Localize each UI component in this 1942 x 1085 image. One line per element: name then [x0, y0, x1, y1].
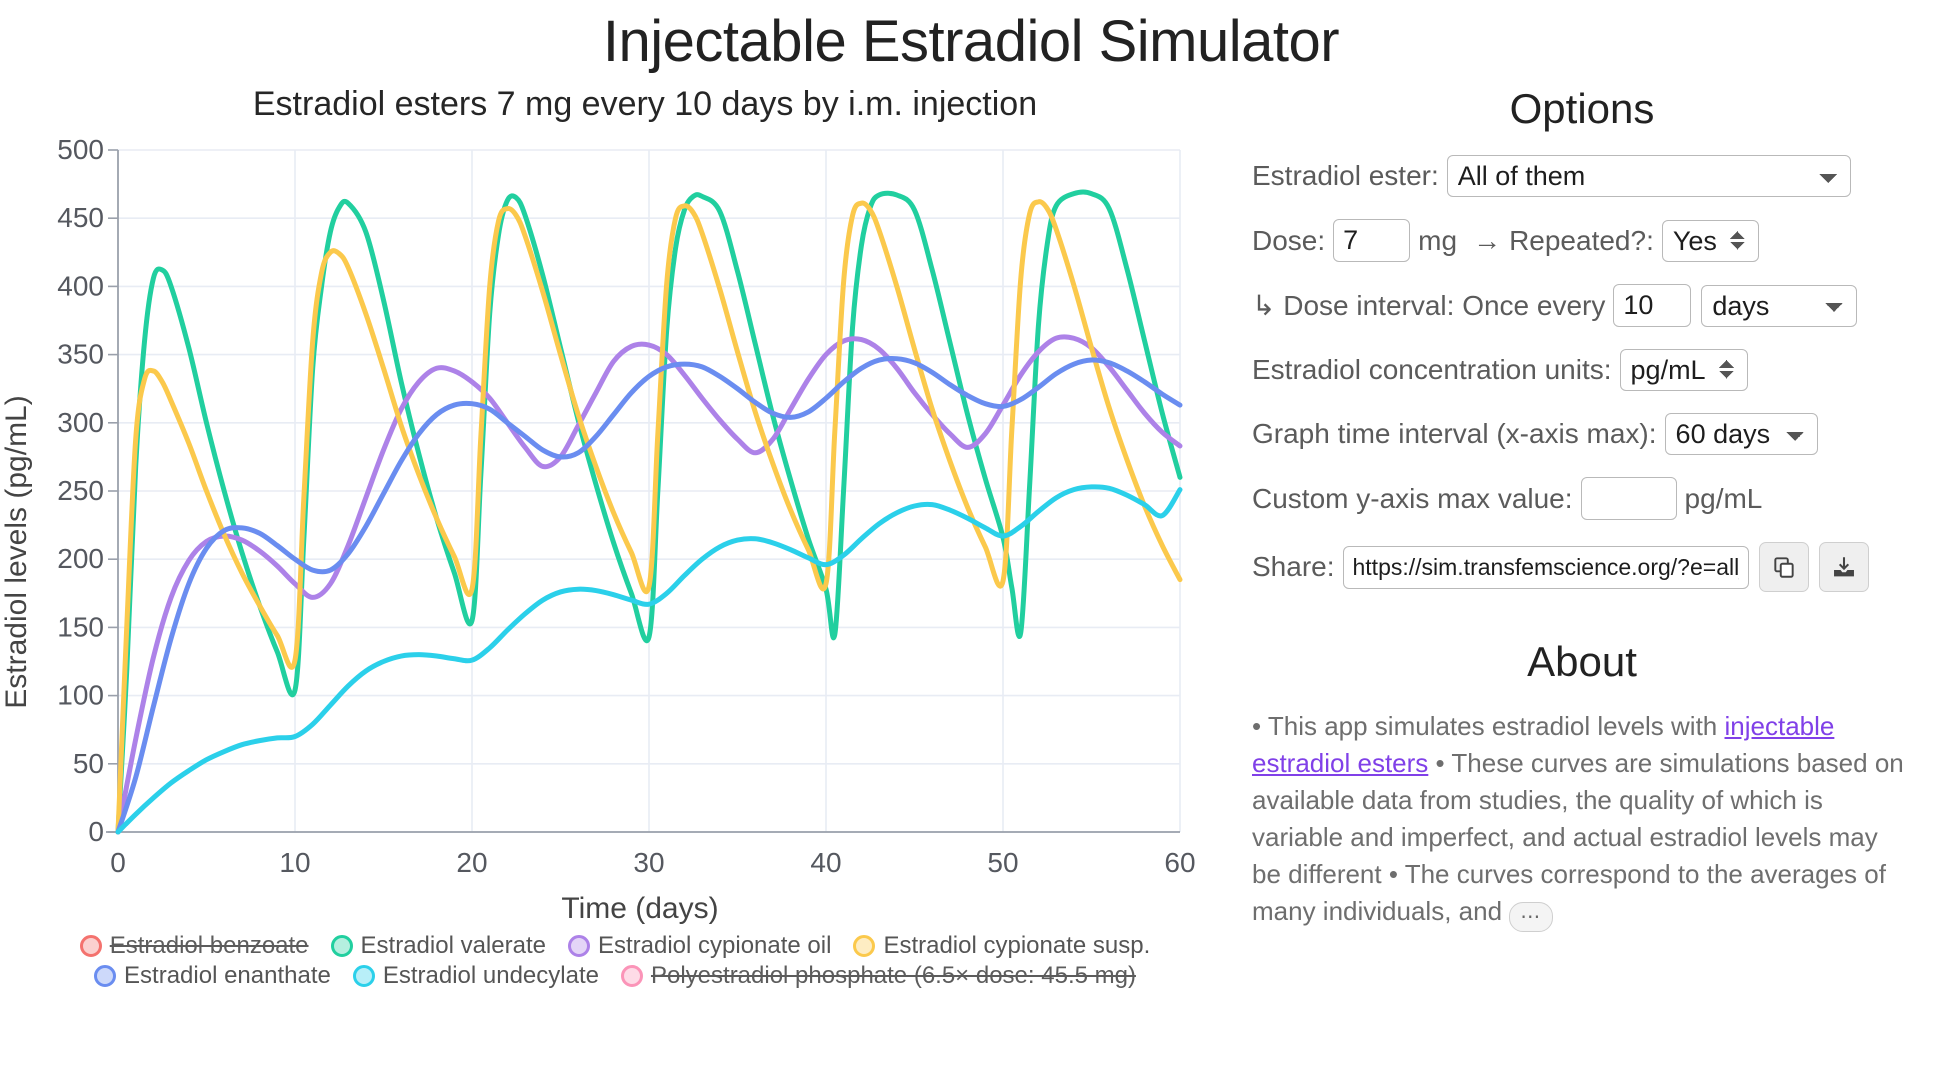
legend-swatch-icon	[567, 935, 590, 957]
repeated-label: Repeated?:	[1509, 224, 1654, 256]
units-row: Estradiol concentration units: pg/mL	[1252, 349, 1912, 391]
repeated-select[interactable]: Yes	[1661, 219, 1759, 262]
legend-swatch-icon	[330, 935, 353, 957]
units-label: Estradiol concentration units:	[1252, 354, 1612, 386]
series-lines	[115, 189, 1183, 835]
y-tick-label: 300	[57, 407, 104, 438]
series-line	[115, 199, 1183, 835]
show-more-icon[interactable]: ⋯	[1509, 901, 1554, 932]
about-heading: About	[1527, 638, 1637, 685]
options-panel: Options Estradiol ester: All of them Dos…	[1230, 85, 1942, 932]
y-axis-label: Estradiol levels (pg/mL)	[0, 395, 33, 708]
ymax-row: Custom y-axis max value: pg/mL	[1252, 477, 1912, 520]
legend-label: Estradiol benzoate	[109, 932, 309, 959]
legend-item-estradiol-benzoate[interactable]: Estradiol benzoate	[79, 932, 309, 959]
ymax-unit: pg/mL	[1684, 482, 1763, 514]
ymax-label: Custom y-axis max value:	[1252, 482, 1573, 514]
x-tick-label: 60	[1164, 847, 1195, 878]
x-tick-label: 40	[810, 847, 841, 878]
legend-item-estradiol-undecylate[interactable]: Estradiol undecylate	[352, 962, 599, 989]
dose-label: Dose:	[1252, 224, 1326, 256]
download-icon[interactable]	[1818, 542, 1869, 592]
x-tick-label: 50	[987, 847, 1018, 878]
x-tick-label: 10	[279, 847, 310, 878]
time-interval-label: Graph time interval (x-axis max):	[1252, 418, 1657, 450]
arrow-icon: →	[1473, 224, 1502, 256]
chart-panel: Estradiol esters 7 mg every 10 days by i…	[0, 85, 1230, 994]
y-tick-label: 50	[73, 748, 104, 779]
x-tick-label: 30	[633, 847, 664, 878]
about-text-part2: • These curves are simulations based on …	[1252, 747, 1904, 926]
page-title: Injectable Estradiol Simulator	[602, 9, 1340, 74]
estradiol-levels-line-chart[interactable]: 0 50 100 150 200 250 300 350 400 450 500 0 10 20 30 40 5…	[0, 132, 1230, 932]
dose-interval-unit-select[interactable]: days	[1701, 284, 1858, 327]
units-select[interactable]: pg/mL	[1619, 349, 1748, 391]
share-row: Share:	[1252, 542, 1912, 592]
y-tick-label: 200	[57, 543, 104, 574]
y-tick-label: 150	[57, 611, 104, 642]
dose-input[interactable]	[1333, 219, 1411, 262]
legend-row: Estradiol enanthate Estradiol undecylate P…	[0, 964, 1230, 988]
chart-title: Estradiol esters 7 mg every 10 days by i…	[252, 85, 1038, 123]
legend-label: Estradiol cypionate oil	[597, 932, 832, 959]
dose-row: Dose: mg → Repeated?: Yes	[1252, 219, 1912, 262]
legend-item-estradiol-enanthate[interactable]: Estradiol enanthate	[94, 964, 331, 988]
injectable-estradiol-esters-link[interactable]: injectable estradiol esters	[1252, 711, 1835, 778]
legend-label: Polyestradiol phosphate (6.5× dose: 45.5…	[650, 962, 1136, 989]
legend-swatch-icon	[79, 935, 102, 957]
series-line	[115, 484, 1183, 835]
y-tick-label: 250	[57, 475, 104, 506]
dose-interval-row: ↳ Dose interval: Once every days	[1252, 284, 1912, 327]
series-line	[115, 355, 1183, 835]
options-heading: Options	[1509, 85, 1655, 132]
y-tick-label: 500	[57, 134, 104, 165]
legend-label: Estradiol undecylate	[382, 962, 599, 989]
chart-legend[interactable]: Estradiol benzoate Estradiol valerate Estr…	[0, 934, 1230, 988]
legend-label: Estradiol cypionate susp.	[883, 932, 1151, 959]
y-tick-label: 100	[57, 680, 104, 711]
legend-label: Estradiol valerate	[360, 932, 546, 959]
y-tick-label: 350	[57, 339, 104, 370]
legend-label: Estradiol enanthate	[124, 962, 331, 989]
y-tick-label: 450	[57, 202, 104, 233]
legend-swatch-icon	[94, 965, 117, 987]
ester-select[interactable]: All of them	[1446, 155, 1851, 197]
dose-interval-input[interactable]	[1613, 284, 1692, 327]
axes	[106, 150, 1180, 833]
time-interval-row: Graph time interval (x-axis max): 60 day…	[1252, 413, 1912, 455]
legend-item-estradiol-valerate[interactable]: Estradiol valerate	[330, 932, 546, 959]
x-tick-label: 0	[110, 847, 126, 878]
copy-icon[interactable]	[1758, 542, 1809, 592]
share-label: Share:	[1252, 551, 1335, 583]
legend-item-estradiol-cypionate-oil[interactable]: Estradiol cypionate oil	[567, 932, 832, 959]
legend-item-polyestradiol-phosphate-6-5-dose-45-5-mg[interactable]: Polyestradiol phosphate (6.5× dose: 45.5…	[620, 962, 1136, 989]
about-text: • This app simulates estradiol levels wi…	[1252, 708, 1912, 932]
time-interval-select[interactable]: 60 days	[1664, 413, 1818, 455]
axis-tick-labels: 0 50 100 150 200 250 300 350 400 450 500 0 10 20 30 40 5…	[57, 134, 1195, 878]
x-tick-label: 20	[456, 847, 487, 878]
ester-row: Estradiol ester: All of them	[1252, 155, 1912, 197]
dose-interval-label: ↳ Dose interval: Once every	[1252, 289, 1606, 321]
x-axis-label: Time (days)	[561, 892, 718, 925]
y-tick-label: 400	[57, 270, 104, 301]
plot-area[interactable]: 0 50 100 150 200 250 300 350 400 450 500 0 10 20 30 40 5…	[0, 132, 1230, 932]
legend-swatch-icon	[352, 965, 375, 987]
y-tick-label: 0	[88, 816, 104, 847]
legend-swatch-icon	[853, 935, 876, 957]
legend-swatch-icon	[620, 965, 643, 987]
about-text-part1: • This app simulates estradiol levels wi…	[1252, 711, 1725, 741]
grid-lines	[108, 149, 1181, 833]
ester-label: Estradiol ester:	[1252, 160, 1439, 192]
legend-item-estradiol-cypionate-susp[interactable]: Estradiol cypionate susp.	[853, 934, 1150, 958]
main-content: Estradiol esters 7 mg every 10 days by i…	[0, 75, 1942, 994]
share-url-input[interactable]	[1342, 545, 1749, 589]
dose-unit: mg	[1418, 224, 1458, 256]
ymax-input[interactable]	[1580, 477, 1677, 520]
legend-row: Estradiol benzoate Estradiol valerate Estr…	[0, 934, 1230, 958]
